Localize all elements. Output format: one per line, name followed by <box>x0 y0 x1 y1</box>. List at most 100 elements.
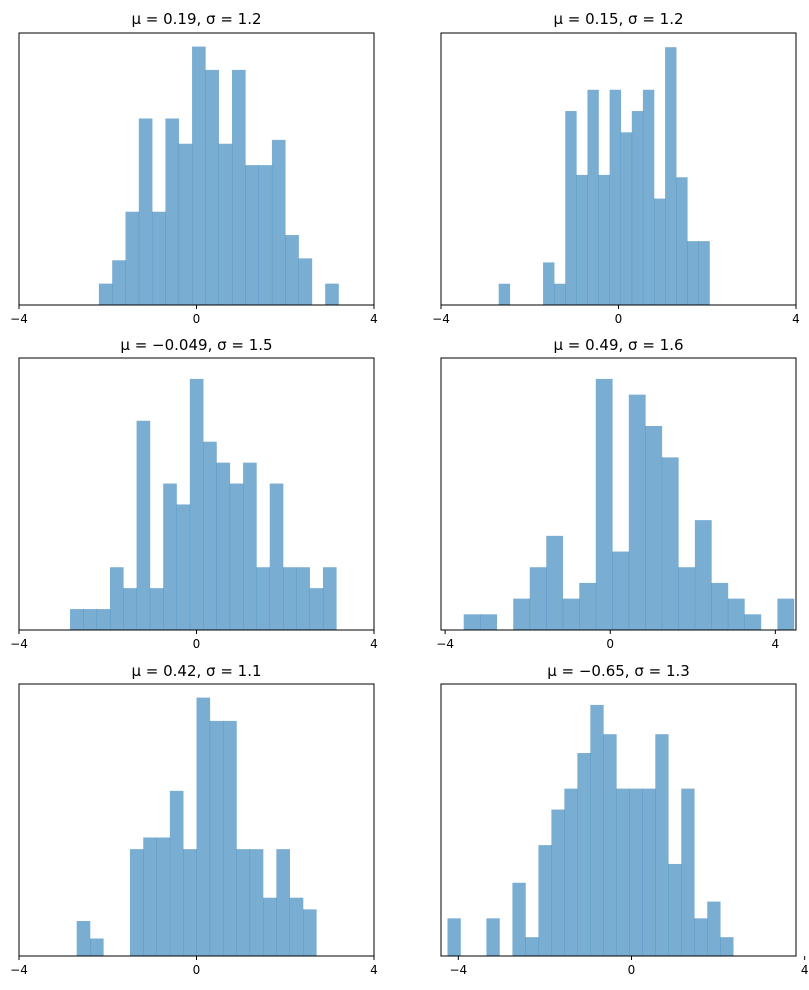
histogram-bar <box>577 753 591 956</box>
histogram-bar <box>609 89 622 306</box>
histogram-bar <box>322 567 337 630</box>
histogram-bar <box>576 174 588 305</box>
histogram-title: μ = 0.15, σ = 1.2 <box>553 10 683 28</box>
histogram-bar <box>694 918 708 956</box>
histogram-bar <box>546 535 564 630</box>
histogram-bar <box>655 734 669 956</box>
histogram-bar <box>216 462 231 630</box>
histogram-bar <box>178 143 193 305</box>
histogram-bar <box>245 165 259 305</box>
histogram-bar <box>629 788 643 956</box>
histogram-bar <box>486 918 500 956</box>
histogram-bar <box>777 598 795 630</box>
histogram-bar <box>612 551 630 630</box>
axes-frame <box>440 683 797 957</box>
histogram-bar <box>263 897 277 956</box>
histogram-bar <box>243 462 257 630</box>
histogram-bar <box>169 790 184 956</box>
histogram-bar <box>707 901 721 956</box>
axes-frame <box>440 357 797 631</box>
histogram-bar <box>96 609 111 630</box>
histogram-bar <box>687 241 699 305</box>
histogram-bar <box>595 378 613 630</box>
histogram-bar <box>136 420 151 630</box>
histogram-bar <box>579 582 597 630</box>
x-tick-label: 0 <box>193 637 201 651</box>
histogram-bar <box>565 111 577 305</box>
histogram-bar <box>76 921 91 956</box>
histogram-bar <box>123 588 137 630</box>
histogram-panel-4: μ = 0.49, σ = 1.6 −4 0 4 <box>436 336 797 651</box>
x-tick-label: −4 <box>10 963 28 977</box>
histogram-title: μ = 0.49, σ = 1.6 <box>553 336 683 354</box>
x-tick-label: 4 <box>370 637 378 651</box>
histogram-bar <box>720 937 734 956</box>
histogram-bar <box>668 863 682 956</box>
histogram-title: μ = −0.65, σ = 1.3 <box>547 662 690 680</box>
histogram-bar <box>538 845 552 956</box>
x-tick-label: −4 <box>10 312 28 326</box>
histogram-bar <box>590 704 604 956</box>
histogram-bar <box>498 283 511 305</box>
histogram-bar <box>152 211 166 305</box>
histogram-bar <box>642 89 655 306</box>
histogram-bar <box>665 47 677 305</box>
histogram-panel-5: μ = 0.42, σ = 1.1 −4 0 4 <box>10 662 378 977</box>
histogram-bar <box>143 837 157 956</box>
histogram-bar <box>236 849 251 956</box>
histogram-bar <box>176 504 191 630</box>
histogram-bar <box>628 394 646 630</box>
histogram-bar <box>598 174 610 305</box>
histogram-panel-2: μ = 0.15, σ = 1.2 −4 0 4 <box>432 10 800 326</box>
histogram-bar <box>218 143 233 305</box>
histogram-bar <box>205 69 219 305</box>
histogram-title: μ = 0.19, σ = 1.2 <box>131 10 261 28</box>
x-tick-label: 0 <box>615 312 623 326</box>
histogram-bar <box>138 118 153 306</box>
histogram-bar <box>98 283 113 305</box>
histogram-bar <box>525 937 539 956</box>
x-tick-label: 4 <box>772 637 780 651</box>
histogram-bar <box>163 483 177 630</box>
histogram-bar <box>298 258 313 305</box>
histogram-bar <box>529 567 547 630</box>
histogram-bar <box>562 598 580 630</box>
x-tick-label: 4 <box>801 963 809 977</box>
histogram-bar <box>70 609 84 630</box>
histogram-bar <box>149 588 164 630</box>
x-tick-label: −4 <box>449 963 467 977</box>
x-tick-label: 0 <box>193 963 201 977</box>
histogram-bar <box>309 588 324 630</box>
histogram-bar <box>698 241 710 305</box>
histogram-bar <box>232 69 246 305</box>
histogram-bar <box>269 483 284 630</box>
histogram-bar <box>276 849 290 956</box>
x-tick-label: 4 <box>370 312 378 326</box>
histogram-bar <box>90 938 104 956</box>
histogram-bar <box>256 567 271 630</box>
histogram-bar <box>654 198 666 305</box>
histogram-bar <box>183 849 197 956</box>
histogram-panel-1: μ = 0.19, σ = 1.2 −4 0 4 <box>10 10 378 326</box>
histogram-title: μ = −0.049, σ = 1.5 <box>120 336 272 354</box>
histogram-bar <box>744 614 762 630</box>
histogram-bar <box>192 46 206 305</box>
histogram-bar <box>512 882 526 956</box>
histogram-bar <box>229 483 244 630</box>
x-tick-label: 0 <box>193 312 201 326</box>
histogram-bar <box>727 598 745 630</box>
histogram-bar <box>165 118 180 306</box>
histogram-bar <box>631 111 644 305</box>
x-tick-label: 0 <box>606 637 614 651</box>
histogram-bar <box>551 809 565 956</box>
histogram-bar <box>285 235 299 305</box>
histogram-bar <box>678 567 696 630</box>
histogram-bar <box>645 426 663 630</box>
histogram-bar <box>223 720 237 956</box>
histogram-bar <box>125 211 140 305</box>
histogram-bar <box>303 909 317 956</box>
x-tick-label: 0 <box>628 963 636 977</box>
x-tick-label: −4 <box>432 312 450 326</box>
histogram-bar <box>289 897 304 956</box>
